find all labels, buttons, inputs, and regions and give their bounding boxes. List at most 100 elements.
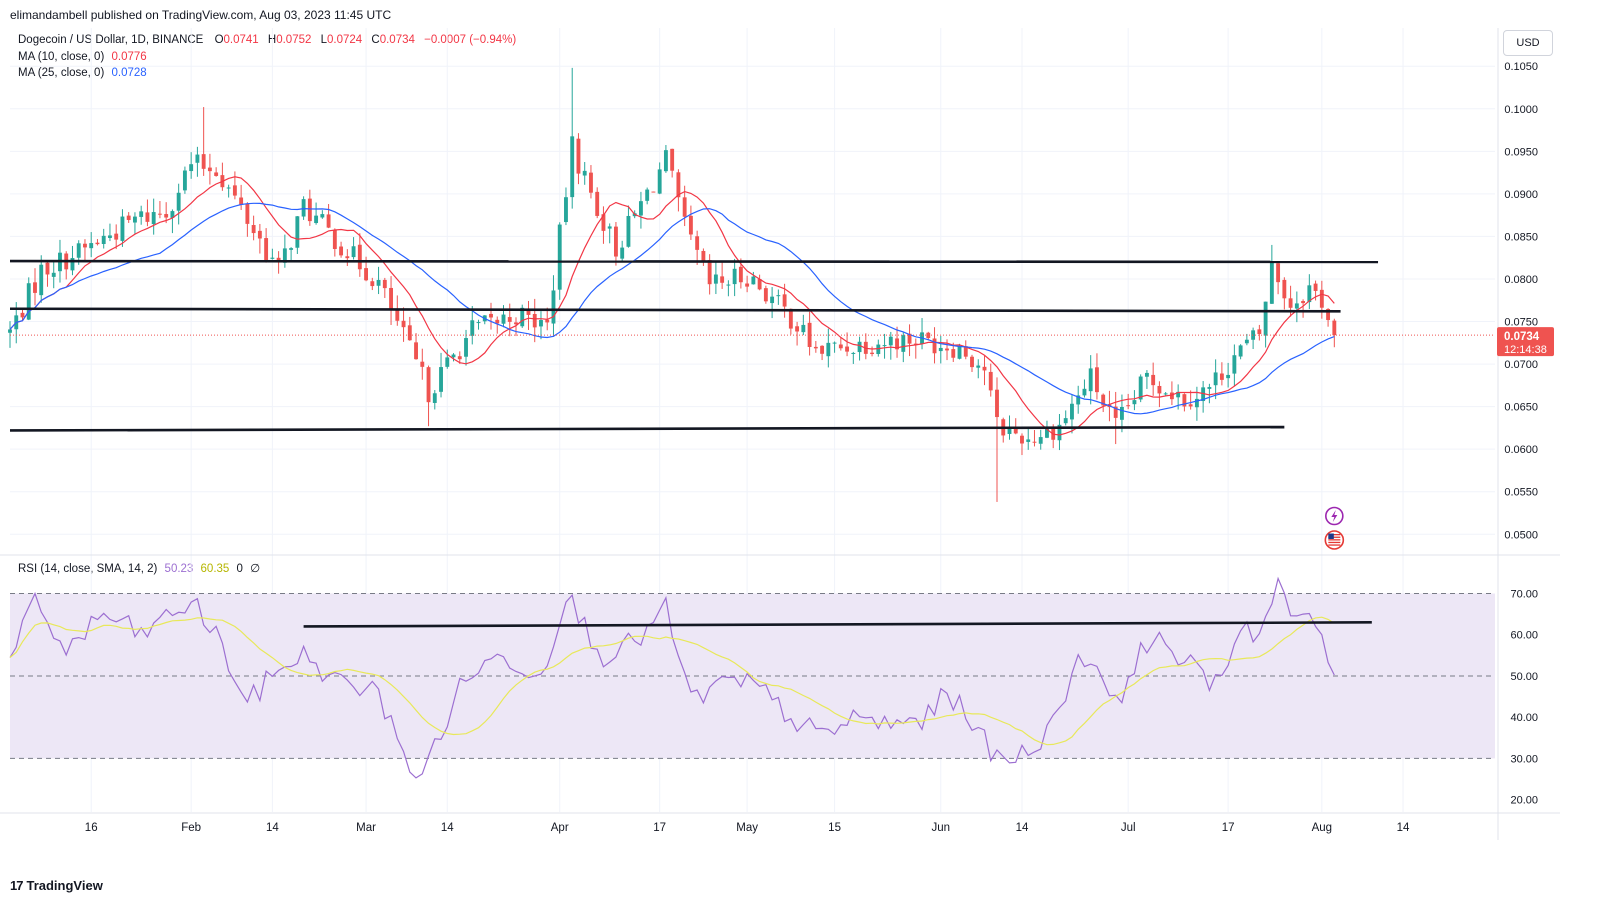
candle-body (420, 361, 425, 367)
candle-body (532, 313, 537, 328)
candle-body (201, 154, 206, 169)
rsi-legend[interactable]: RSI (14, close, SMA, 14, 2) 50.23 60.35 … (18, 561, 260, 575)
x-tick-label: Jun (932, 822, 951, 834)
candle-body (457, 356, 462, 360)
candle-body (738, 266, 743, 283)
candle-body (1269, 261, 1274, 304)
candle-body (1244, 339, 1249, 344)
candle-body (20, 312, 25, 318)
candle-body (176, 192, 181, 211)
candle-body (126, 215, 131, 220)
candle-body (557, 224, 562, 290)
price-trendline (9, 307, 1341, 313)
candle-body (982, 366, 987, 371)
candle-body (332, 230, 337, 250)
candle-body (182, 170, 187, 191)
candle-body (39, 264, 44, 296)
candle-body (1276, 263, 1281, 283)
y-tick-label: 0.1050 (1504, 61, 1538, 73)
candle-body (139, 211, 144, 217)
x-tick-label: Apr (551, 822, 569, 834)
candle-body (688, 215, 693, 235)
rsi-line (9, 576, 1335, 779)
x-tick-label: 17 (1222, 822, 1235, 834)
footer-brand[interactable]: 17 TradingView (10, 878, 103, 893)
x-tick-label: 16 (85, 822, 98, 834)
candle-body (732, 268, 737, 285)
candle-body (1188, 404, 1193, 407)
candle-body (101, 235, 106, 245)
candle-body (907, 333, 912, 344)
candle-body (1132, 400, 1137, 405)
candle-body (1063, 418, 1068, 424)
currency-button[interactable]: USD (1503, 30, 1553, 56)
candle-body (507, 317, 512, 322)
candle-body (401, 320, 406, 328)
candle-body (545, 319, 550, 323)
candle-body (1045, 426, 1049, 438)
candle-body (976, 365, 981, 368)
candle-body (407, 325, 412, 341)
candle-body (226, 187, 231, 189)
candle-body (432, 393, 437, 403)
candle-body (1095, 367, 1099, 393)
candle-body (245, 203, 250, 224)
open-label: O (214, 34, 224, 46)
ma25-legend[interactable]: MA (25, close, 0) 0.0728 (18, 67, 147, 79)
tradingview-logo-icon: 17 (10, 878, 24, 893)
x-tick-label: Mar (356, 822, 376, 834)
candle-body (83, 243, 87, 248)
candle-body (1144, 372, 1149, 377)
candle-body (289, 248, 294, 250)
footer-brand-text: TradingView (26, 878, 103, 893)
candle-body (1026, 439, 1031, 442)
candle-body (901, 335, 906, 352)
candle-body (851, 352, 856, 354)
candle-body (676, 172, 681, 198)
ma25-label: MA (25, close, 0) (18, 67, 105, 79)
candle-body (657, 169, 662, 194)
rsi-extra2: ∅ (250, 563, 261, 575)
rsi-ma-line (9, 616, 1335, 746)
candle-body (1301, 301, 1306, 304)
low-value: 0.0724 (327, 34, 363, 46)
rsi-y-tick-label: 40.00 (1510, 712, 1538, 724)
candle-body (595, 191, 600, 216)
candle-body (1176, 391, 1181, 398)
ma25-line (9, 202, 1335, 415)
y-tick-label: 0.0850 (1504, 231, 1538, 243)
candle-body (301, 199, 306, 217)
low-label: L (320, 34, 328, 46)
candle-body (820, 345, 825, 354)
candle-body (913, 343, 918, 345)
high-value: 0.0752 (276, 34, 312, 46)
candle-body (1113, 406, 1118, 418)
candle-body (1219, 373, 1224, 380)
moving-averages (9, 176, 1495, 436)
candle-body (364, 268, 369, 281)
x-tick-label: 17 (653, 822, 666, 834)
ma25-value: 0.0728 (111, 67, 147, 79)
event-icons[interactable] (1324, 506, 1345, 550)
ma10-legend[interactable]: MA (10, close, 0) 0.0776 (18, 51, 147, 63)
candle-body (1157, 385, 1162, 394)
candle-body (1319, 289, 1324, 308)
candle-body (938, 347, 943, 352)
lightning-event-icon[interactable] (1325, 506, 1344, 526)
candle-body (601, 214, 606, 231)
candles (8, 67, 1337, 502)
candle-body (1013, 427, 1018, 434)
candle-body (1282, 279, 1287, 299)
y-tick-label: 0.0950 (1504, 146, 1538, 158)
grid-lines (10, 28, 1495, 812)
rsi-y-tick-label: 70.00 (1510, 588, 1538, 600)
publisher-line: elimandambell published on TradingView.c… (10, 8, 392, 22)
us-flag-event-icon[interactable] (1324, 530, 1345, 550)
candle-body (882, 345, 887, 347)
y-tick-label: 0.0800 (1504, 274, 1538, 286)
candle-body (576, 138, 581, 174)
close-value: 0.0734 (379, 34, 415, 46)
candle-body (8, 329, 12, 333)
candle-body (314, 215, 319, 224)
